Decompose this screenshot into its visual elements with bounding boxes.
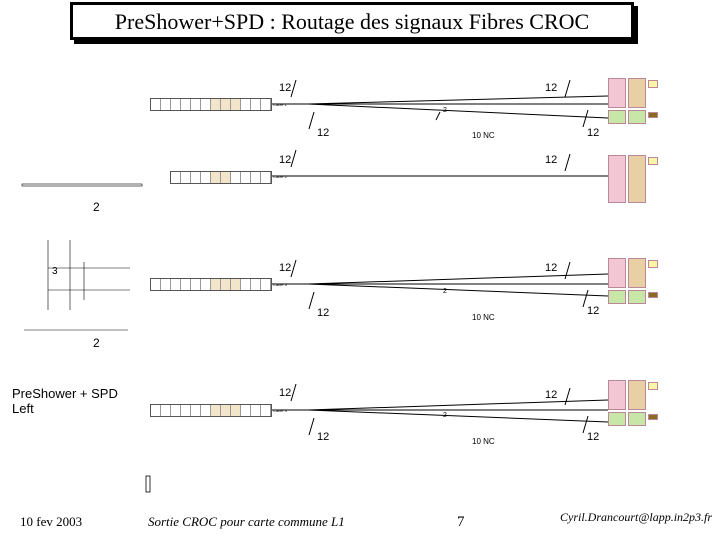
readout-board-1 [608,78,676,148]
pair-label: 2 [443,412,447,419]
grid-group-label: 3 [52,266,58,277]
block-1-lines [268,79,609,130]
footer-date: 10 fev 2003 [20,514,83,529]
cable-label-3: Câble 3 [273,282,287,287]
readout-board-3 [608,258,676,328]
title-box: PreShower+SPD : Routage des signaux Fibr… [70,2,634,40]
author-email: Cyril.Drancourt@lapp.in2p3.fr [560,510,713,524]
readout-board-2 [608,155,676,225]
page-title: PreShower+SPD : Routage des signaux Fibr… [114,9,590,34]
fiber-count-label: 12 [545,262,558,274]
block-3-lines [268,259,609,310]
block-2-lines [268,149,608,177]
fiber-count-label: 12 [279,154,292,166]
fiber-count-label: 12 [279,262,292,274]
cable-label-4: Câble 4 [273,408,287,413]
detector-side: Left [12,401,34,416]
fiber-count-label: 12 [317,307,330,319]
pair-label: 2 [443,288,447,295]
cable-label-1: Câble 1 [273,102,287,107]
fiber-count-label: 12 [545,82,558,94]
page-number: 7 [457,514,465,530]
legend-marker [145,475,151,493]
connector-strip-2 [170,171,272,184]
block-4-lines [268,383,609,436]
grid-pair-label: 2 [93,336,100,350]
left-grid [21,183,143,331]
not-connected-label: 10 NC [472,313,495,322]
fiber-count-label: 12 [545,389,558,401]
fiber-count-label: 12 [545,154,558,166]
not-connected-label: 10 NC [472,131,495,140]
fiber-count-label: 12 [587,127,600,139]
fiber-count-label: 12 [279,387,292,399]
grid-pair-label: 2 [93,200,100,214]
readout-board-4 [608,380,676,450]
fiber-count-label: 12 [317,127,330,139]
fiber-count-label: 12 [279,82,292,94]
not-connected-label: 10 NC [472,437,495,446]
fiber-count-label: 12 [587,305,600,317]
connector-strip-4 [150,404,272,417]
fiber-count-label: 12 [317,431,330,443]
fiber-count-label: 12 [587,431,600,443]
footer-caption: Sortie CROC pour carte commune L1 [148,514,345,529]
detector-name: PreShower + SPD [12,386,118,401]
connector-strip-1 [150,98,272,111]
connector-strip-3 [150,278,272,291]
cable-label-2: Câble 2 [273,174,287,179]
pair-label: 2 [443,107,447,114]
detector-side-title: PreShower + SPD Left [12,386,118,416]
